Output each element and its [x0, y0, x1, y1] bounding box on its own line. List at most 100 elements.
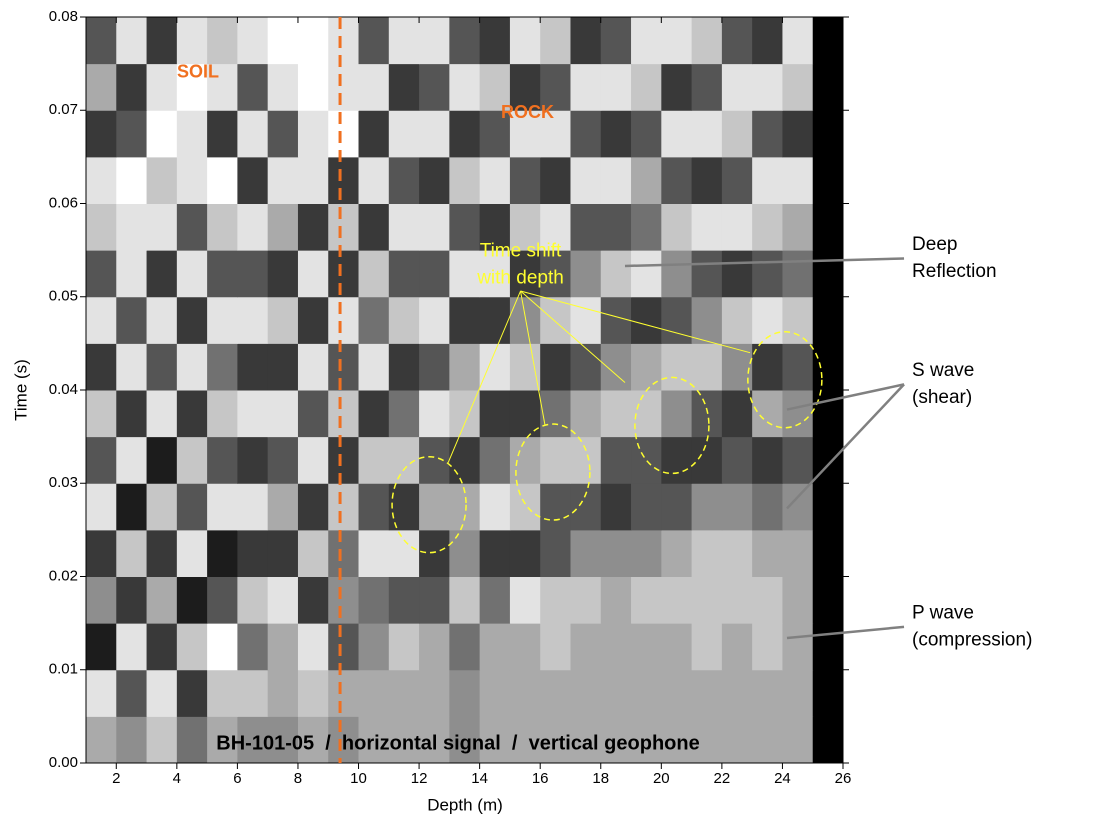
- heatmap-cell: [86, 156, 117, 204]
- x-tick-label: 26: [835, 770, 852, 787]
- heatmap-cell: [116, 436, 148, 484]
- heatmap-cell: [661, 250, 693, 298]
- heatmap-cell: [691, 716, 723, 764]
- heatmap-cell: [419, 529, 450, 577]
- heatmap-cell: [479, 669, 511, 717]
- heatmap-cell: [479, 436, 511, 484]
- heatmap-cell: [116, 623, 148, 671]
- heatmap-cell: [176, 669, 208, 717]
- heatmap-cell: [600, 483, 632, 531]
- heatmap-cell: [207, 483, 238, 531]
- heatmap-cell: [388, 156, 420, 204]
- heatmap-cell: [207, 436, 238, 484]
- heatmap-cell: [721, 110, 753, 158]
- chart-banner: BH-101-05 / horizontal signal / vertical…: [216, 732, 699, 754]
- heatmap-cell: [388, 63, 420, 111]
- heatmap-cell: [540, 296, 571, 344]
- heatmap-cell: [782, 343, 814, 391]
- heatmap-cell: [237, 390, 269, 438]
- heatmap-cell: [237, 156, 269, 204]
- heatmap-cell: [752, 576, 783, 624]
- heatmap-cell: [782, 576, 814, 624]
- heatmap-cell: [782, 156, 814, 204]
- heatmap-cell: [328, 623, 360, 671]
- heatmap-cell: [297, 529, 329, 577]
- heatmap-cell: [721, 483, 753, 531]
- heatmap-cell: [358, 343, 390, 391]
- heatmap-cell: [782, 17, 814, 65]
- heatmap-cell: [479, 390, 511, 438]
- heatmap-cell: [237, 669, 269, 717]
- heatmap-cell: [388, 343, 420, 391]
- heatmap-cell: [176, 436, 208, 484]
- annotation-text: (shear): [912, 387, 972, 408]
- heatmap-cell: [237, 716, 269, 764]
- heatmap-cell: [479, 156, 511, 204]
- heatmap-cell: [509, 716, 541, 764]
- heatmap-cell: [540, 250, 571, 298]
- heatmap-cell: [267, 17, 299, 65]
- heatmap: [86, 17, 844, 764]
- heatmap-cell: [600, 296, 632, 344]
- heatmap-cell: [600, 203, 632, 251]
- heatmap-cell: [540, 156, 571, 204]
- heatmap-cell: [661, 483, 693, 531]
- heatmap-cell: [86, 716, 117, 764]
- heatmap-cell: [207, 716, 238, 764]
- heatmap-cell: [419, 623, 450, 671]
- heatmap-cell: [479, 576, 511, 624]
- heatmap-cell: [388, 17, 420, 65]
- heatmap-cell: [600, 669, 632, 717]
- heatmap-cell: [207, 669, 238, 717]
- heatmap-cell: [237, 623, 269, 671]
- heatmap-cell: [691, 156, 723, 204]
- annotation-text: S wave: [912, 360, 974, 381]
- heatmap-cell: [116, 343, 148, 391]
- heatmap-cell: [86, 529, 117, 577]
- heatmap-cell: [570, 17, 602, 65]
- heatmap-cell: [449, 17, 481, 65]
- heatmap-cell: [509, 483, 541, 531]
- heatmap-cell: [752, 390, 783, 438]
- heatmap-cell: [207, 156, 238, 204]
- annotation-line: [520, 290, 626, 383]
- heatmap-cell: [86, 203, 117, 251]
- heatmap-cell: [570, 110, 602, 158]
- annotation-text: SOIL: [177, 62, 219, 82]
- heatmap-cell: [146, 63, 178, 111]
- heatmap-cell: [237, 436, 269, 484]
- annotation-line: [520, 290, 751, 354]
- heatmap-cell: [267, 716, 299, 764]
- heatmap-cell: [419, 483, 450, 531]
- x-tick-label: 4: [173, 770, 181, 787]
- heatmap-cell: [419, 669, 450, 717]
- heatmap-cell: [358, 63, 390, 111]
- heatmap-cell: [752, 716, 783, 764]
- heatmap-cell: [358, 716, 390, 764]
- heatmap-cell: [600, 343, 632, 391]
- heatmap-cell: [449, 529, 481, 577]
- heatmap-cell: [721, 390, 753, 438]
- heatmap-cell: [86, 669, 117, 717]
- heatmap-cell: [449, 63, 481, 111]
- heatmap-cell: [388, 203, 420, 251]
- heatmap-cell: [207, 110, 238, 158]
- heatmap-cell: [509, 156, 541, 204]
- heatmap-cell: [661, 203, 693, 251]
- x-axis-label: Depth (m): [427, 795, 503, 814]
- heatmap-cell: [752, 436, 783, 484]
- heatmap-cell: [449, 296, 481, 344]
- heatmap-cell: [479, 17, 511, 65]
- heatmap-cell: [752, 110, 783, 158]
- heatmap-cell: [479, 250, 511, 298]
- heatmap-cell: [176, 529, 208, 577]
- heatmap-cell: [146, 203, 178, 251]
- heatmap-cell: [752, 529, 783, 577]
- heatmap-cell: [661, 529, 693, 577]
- heatmap-cell: [479, 529, 511, 577]
- heatmap-cell: [661, 716, 693, 764]
- heatmap-cell: [207, 203, 238, 251]
- heatmap-cell: [570, 436, 602, 484]
- heatmap-cell: [419, 576, 450, 624]
- heatmap-cell: [297, 669, 329, 717]
